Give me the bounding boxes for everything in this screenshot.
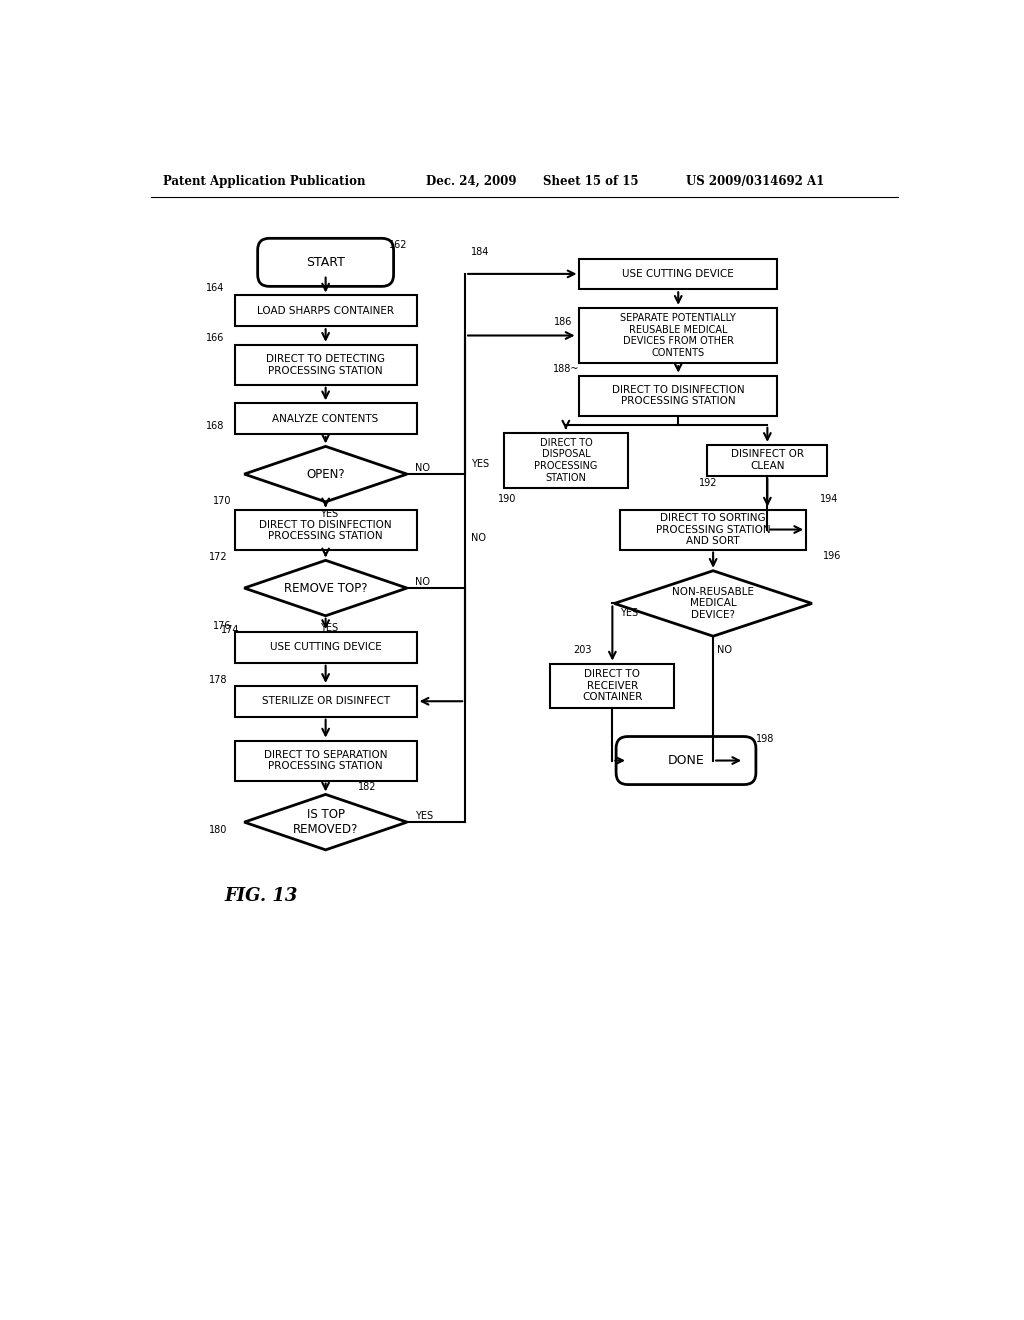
Text: 188~: 188~ [553,363,580,374]
Text: 184: 184 [471,247,489,257]
Text: NO: NO [415,577,430,587]
Text: US 2009/0314692 A1: US 2009/0314692 A1 [686,176,824,187]
Text: DIRECT TO SEPARATION
PROCESSING STATION: DIRECT TO SEPARATION PROCESSING STATION [264,750,387,771]
FancyBboxPatch shape [234,511,417,550]
Text: Patent Application Publication: Patent Application Publication [163,176,366,187]
FancyBboxPatch shape [258,239,393,286]
Polygon shape [245,795,407,850]
Text: REMOVE TOP?: REMOVE TOP? [284,582,368,594]
Text: Dec. 24, 2009: Dec. 24, 2009 [426,176,517,187]
FancyBboxPatch shape [580,259,777,289]
Text: DONE: DONE [668,754,705,767]
Text: DISINFECT OR
CLEAN: DISINFECT OR CLEAN [731,449,804,471]
Text: YES: YES [621,607,638,618]
Polygon shape [245,561,407,616]
Text: YES: YES [321,510,339,519]
FancyBboxPatch shape [621,510,806,549]
Text: NO: NO [717,644,732,655]
Text: DIRECT TO
DISPOSAL
PROCESSING
STATION: DIRECT TO DISPOSAL PROCESSING STATION [535,438,598,483]
FancyBboxPatch shape [616,737,756,784]
Text: 170: 170 [213,496,231,506]
Text: USE CUTTING DEVICE: USE CUTTING DEVICE [269,643,382,652]
Text: 190: 190 [498,494,516,504]
Text: DIRECT TO DISINFECTION
PROCESSING STATION: DIRECT TO DISINFECTION PROCESSING STATIO… [259,520,392,541]
FancyBboxPatch shape [580,376,777,416]
FancyBboxPatch shape [234,686,417,717]
FancyBboxPatch shape [234,741,417,780]
Text: NO: NO [471,533,486,543]
Text: 180: 180 [209,825,227,834]
Text: 203: 203 [573,645,592,656]
Text: ANALYZE CONTENTS: ANALYZE CONTENTS [272,413,379,424]
FancyBboxPatch shape [550,664,675,708]
Text: YES: YES [471,459,489,469]
Text: YES: YES [415,810,433,821]
Text: 164: 164 [206,282,224,293]
Text: 162: 162 [389,240,408,251]
Text: FIG. 13: FIG. 13 [225,887,298,906]
Text: DIRECT TO DETECTING
PROCESSING STATION: DIRECT TO DETECTING PROCESSING STATION [266,354,385,376]
FancyBboxPatch shape [580,308,777,363]
FancyBboxPatch shape [504,433,628,488]
Text: 174: 174 [221,626,240,635]
Text: OPEN?: OPEN? [306,467,345,480]
Polygon shape [614,570,812,636]
Text: DIRECT TO SORTING
PROCESSING STATION
AND SORT: DIRECT TO SORTING PROCESSING STATION AND… [655,513,770,546]
Text: 198: 198 [756,734,774,744]
FancyBboxPatch shape [234,296,417,326]
Text: NON-REUSABLE
MEDICAL
DEVICE?: NON-REUSABLE MEDICAL DEVICE? [672,587,754,620]
Text: 186: 186 [554,317,572,326]
Text: 182: 182 [358,781,377,792]
Text: DIRECT TO DISINFECTION
PROCESSING STATION: DIRECT TO DISINFECTION PROCESSING STATIO… [612,384,744,407]
Text: 176: 176 [213,620,231,631]
Text: DIRECT TO
RECEIVER
CONTAINER: DIRECT TO RECEIVER CONTAINER [583,669,643,702]
Text: USE CUTTING DEVICE: USE CUTTING DEVICE [623,269,734,279]
FancyBboxPatch shape [234,345,417,385]
Text: START: START [306,256,345,269]
Text: STERILIZE OR DISINFECT: STERILIZE OR DISINFECT [261,696,390,706]
Text: 168: 168 [206,421,224,432]
FancyBboxPatch shape [234,404,417,434]
FancyBboxPatch shape [234,632,417,663]
Text: 178: 178 [209,675,228,685]
Text: 196: 196 [823,550,842,561]
Text: 194: 194 [820,494,839,504]
Text: 192: 192 [699,478,718,488]
Text: YES: YES [321,623,339,634]
FancyBboxPatch shape [708,445,827,475]
Text: LOAD SHARPS CONTAINER: LOAD SHARPS CONTAINER [257,306,394,315]
Text: IS TOP
REMOVED?: IS TOP REMOVED? [293,808,358,836]
Text: 166: 166 [206,333,224,343]
Text: Sheet 15 of 15: Sheet 15 of 15 [543,176,638,187]
Polygon shape [245,446,407,502]
Text: SEPARATE POTENTIALLY
REUSABLE MEDICAL
DEVICES FROM OTHER
CONTENTS: SEPARATE POTENTIALLY REUSABLE MEDICAL DE… [621,313,736,358]
Text: NO: NO [415,463,430,473]
Text: 172: 172 [209,552,228,562]
